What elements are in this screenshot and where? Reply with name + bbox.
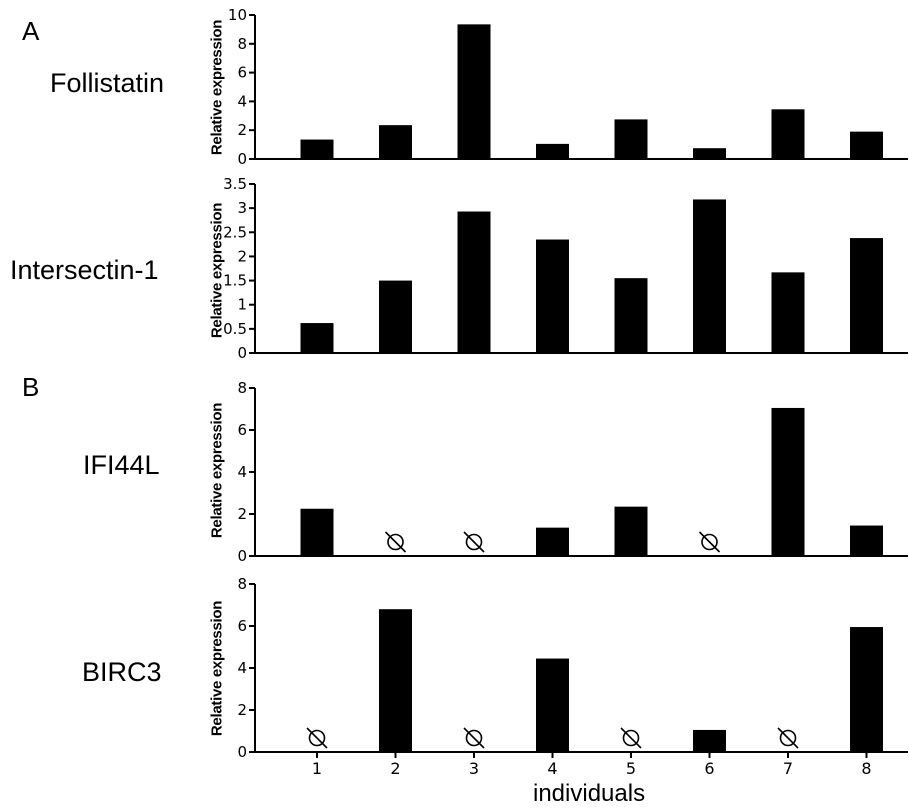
not-detected-icon: [308, 729, 326, 747]
not-detected-icon: [779, 729, 797, 747]
bar-follistatin-8: [850, 131, 883, 159]
x-axis-label: individuals: [533, 780, 646, 807]
bar-intersectin-1-5: [614, 278, 648, 353]
not-detected-icon: [465, 533, 483, 551]
not-detected-icon: [465, 729, 483, 747]
bar-intersectin-1-4: [536, 239, 569, 353]
bar-birc3-4: [536, 658, 569, 752]
not-detected-icon-slash: [620, 727, 642, 749]
x-tick-label: 5: [626, 759, 636, 778]
y-tick-label-ifi44l: 6: [237, 421, 247, 439]
panel-letter-a: A: [22, 16, 40, 46]
x-tick-label: 1: [312, 759, 322, 778]
y-tick-label-intersectin-1: 3: [237, 199, 247, 217]
y-tick-label-ifi44l: 4: [237, 463, 247, 481]
bar-birc3-8: [850, 627, 883, 752]
bar-intersectin-1-1: [300, 323, 334, 353]
gene-label-intersectin-1: Intersectin-1: [10, 255, 159, 285]
bar-intersectin-1-8: [850, 238, 883, 353]
y-tick-label-follistatin: 8: [237, 35, 247, 53]
y-tick-label-intersectin-1: 1.5: [223, 272, 247, 290]
y-tick-label-ifi44l: 0: [237, 547, 247, 565]
bar-ifi44l-7: [771, 407, 805, 556]
bar-ifi44l-1: [300, 508, 334, 556]
x-tick-label: 2: [390, 759, 400, 778]
not-detected-icon-slash: [306, 727, 328, 749]
gene-label-birc3: BIRC3: [82, 657, 162, 687]
y-tick-label-birc3: 0: [237, 743, 247, 761]
gene-label-follistatin: Follistatin: [50, 68, 165, 98]
x-tick-label: 7: [783, 759, 793, 778]
y-tick-label-follistatin: 2: [237, 121, 247, 139]
y-tick-label-intersectin-1: 0.5: [223, 320, 247, 338]
bar-follistatin-2: [379, 125, 412, 159]
panel-letter-b: B: [22, 372, 40, 402]
y-tick-label-ifi44l: 8: [237, 379, 247, 397]
y-tick-label-follistatin: 0: [237, 150, 247, 168]
y-tick-label-birc3: 6: [237, 617, 247, 635]
y-tick-label-intersectin-1: 2: [237, 247, 247, 265]
x-tick-label: 8: [861, 759, 871, 778]
y-tick-label-intersectin-1: 1: [237, 296, 247, 314]
y-tick-label-intersectin-1: 0: [237, 344, 247, 362]
bar-intersectin-1-6: [693, 199, 726, 353]
bar-follistatin-6: [693, 148, 726, 159]
y-tick-label-intersectin-1: 2.5: [223, 223, 247, 241]
y-tick-label-intersectin-1: 3.5: [223, 175, 247, 193]
y-tick-label-birc3: 4: [237, 659, 247, 677]
not-detected-icon: [387, 533, 404, 551]
bar-follistatin-4: [536, 143, 569, 159]
bar-follistatin-7: [771, 109, 805, 159]
bar-birc3-2: [379, 609, 412, 752]
not-detected-icon: [701, 533, 718, 551]
y-tick-label-ifi44l: 2: [237, 505, 247, 523]
not-detected-icon: [622, 729, 640, 747]
bar-ifi44l-8: [850, 525, 883, 556]
bar-ifi44l-4: [536, 527, 569, 556]
bar-follistatin-5: [614, 119, 648, 159]
bar-ifi44l-5: [614, 506, 648, 556]
bar-intersectin-1-3: [457, 211, 491, 353]
bar-intersectin-1-7: [771, 272, 805, 353]
x-tick-label: 3: [469, 759, 479, 778]
x-tick-label: 6: [704, 759, 714, 778]
bar-birc3-6: [693, 729, 726, 752]
bar-follistatin-1: [300, 139, 334, 159]
x-tick-label: 4: [547, 759, 557, 778]
y-tick-label-follistatin: 6: [237, 64, 247, 82]
bar-intersectin-1-2: [379, 280, 412, 353]
not-detected-icon-slash: [463, 727, 485, 749]
y-tick-label-birc3: 8: [237, 575, 247, 593]
not-detected-icon-slash: [463, 531, 485, 553]
not-detected-icon-slash: [698, 531, 721, 553]
y-tick-label-follistatin: 10: [228, 6, 247, 24]
y-tick-label-birc3: 2: [237, 701, 247, 719]
y-tick-label-follistatin: 4: [237, 92, 247, 110]
not-detected-icon-slash: [777, 727, 799, 749]
bar-follistatin-3: [457, 24, 491, 159]
not-detected-icon-slash: [384, 531, 407, 553]
gene-label-ifi44l: IFI44L: [83, 450, 160, 480]
